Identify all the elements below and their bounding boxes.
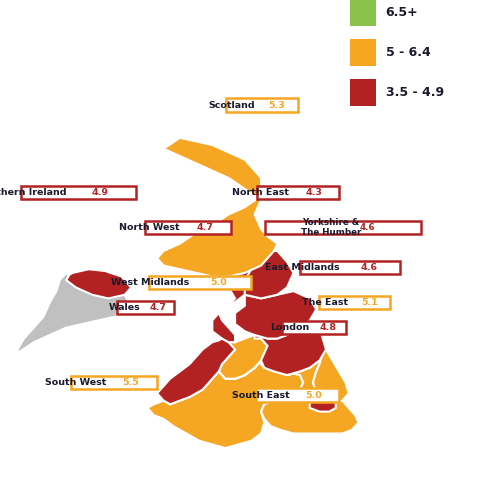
Text: 4.6: 4.6 <box>360 223 376 232</box>
Text: Scotland: Scotland <box>208 100 256 110</box>
FancyBboxPatch shape <box>350 0 376 26</box>
Text: Wales 4.7: Wales 4.7 <box>119 303 171 312</box>
Text: 5 - 6.4: 5 - 6.4 <box>386 46 430 59</box>
Polygon shape <box>219 335 268 378</box>
Polygon shape <box>212 258 258 342</box>
Polygon shape <box>245 251 294 298</box>
Polygon shape <box>310 400 336 411</box>
Text: 5.1: 5.1 <box>362 298 378 307</box>
FancyBboxPatch shape <box>350 38 376 66</box>
Polygon shape <box>313 350 348 405</box>
Text: Yorkshire & The Humber 4.6: Yorkshire & The Humber 4.6 <box>268 223 418 232</box>
Text: 5.0: 5.0 <box>306 390 322 400</box>
Polygon shape <box>235 291 316 339</box>
Text: South East 5.0: South East 5.0 <box>258 390 336 400</box>
Text: London 4.8: London 4.8 <box>284 323 344 332</box>
Text: West Midlands: West Midlands <box>112 278 190 287</box>
Text: 3.5 - 4.9: 3.5 - 4.9 <box>386 86 444 99</box>
Polygon shape <box>18 273 131 353</box>
Text: 4.6: 4.6 <box>360 263 378 272</box>
Text: North East 4.3: North East 4.3 <box>259 188 336 197</box>
Text: 5.0: 5.0 <box>210 278 227 287</box>
Polygon shape <box>66 269 131 298</box>
Text: Northern Ireland: Northern Ireland <box>0 188 66 197</box>
Text: 4.7: 4.7 <box>196 223 213 232</box>
Text: North West 4.7: North West 4.7 <box>148 223 228 232</box>
Text: East Midlands 4.6: East Midlands 4.6 <box>302 263 398 272</box>
Text: 5.3: 5.3 <box>268 100 285 110</box>
Text: 4.7: 4.7 <box>150 303 166 312</box>
Text: 5.5: 5.5 <box>122 378 139 387</box>
Text: Northern Ireland 4.9: Northern Ireland 4.9 <box>24 188 134 197</box>
Text: Wales: Wales <box>109 303 141 312</box>
Text: 4.9: 4.9 <box>91 188 108 197</box>
Text: London: London <box>270 323 309 332</box>
Polygon shape <box>261 350 358 434</box>
Text: 4.8: 4.8 <box>320 323 336 332</box>
Text: The Humber: The Humber <box>301 228 361 237</box>
Text: East Midlands: East Midlands <box>265 263 340 272</box>
Text: South West 5.5: South West 5.5 <box>74 378 155 387</box>
Text: 6.5+: 6.5+ <box>386 6 418 19</box>
Text: South East: South East <box>232 390 289 400</box>
Text: West Midlands 5.0: West Midlands 5.0 <box>151 278 249 287</box>
Polygon shape <box>148 353 303 448</box>
Text: North East: North East <box>232 188 289 197</box>
Text: North West: North West <box>120 223 180 232</box>
Polygon shape <box>157 338 235 404</box>
Text: 4.3: 4.3 <box>306 188 322 197</box>
Text: Yorkshire &: Yorkshire & <box>302 218 360 227</box>
FancyBboxPatch shape <box>350 78 376 106</box>
Text: The East 5.1: The East 5.1 <box>322 298 388 307</box>
Polygon shape <box>254 320 326 375</box>
Text: Scotland 5.3: Scotland 5.3 <box>228 100 295 110</box>
Text: The East: The East <box>302 298 348 307</box>
Text: South West: South West <box>45 378 106 387</box>
Polygon shape <box>157 138 278 276</box>
